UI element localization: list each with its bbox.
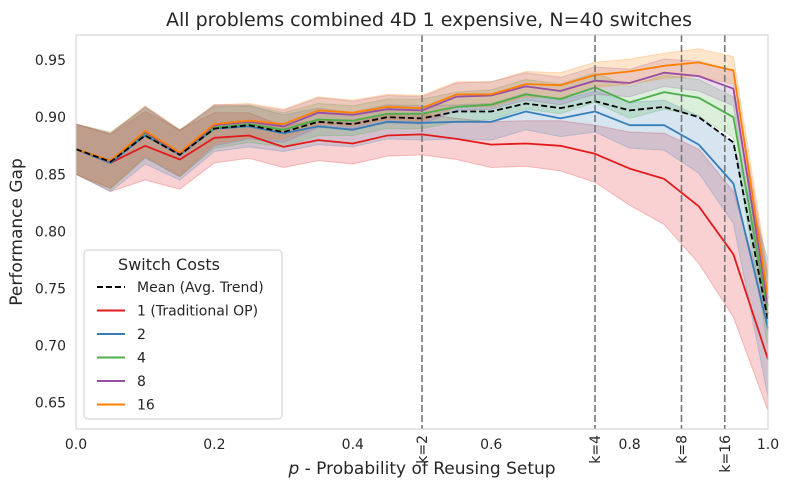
- x-tick-label-5: 1.0: [757, 437, 779, 453]
- vline-label-0: k=2: [415, 435, 431, 464]
- x-axis-label: p - Probability of Reusing Setup: [287, 459, 555, 479]
- x-tick-label-4: 0.8: [618, 437, 640, 453]
- legend-label-4: 8: [137, 374, 146, 390]
- y-tick-label-5: 0.90: [35, 110, 66, 126]
- vline-label-3: k=16: [718, 435, 734, 473]
- x-axis-label-text: - Probability of Reusing Setup: [299, 459, 555, 479]
- legend-label-1: 1 (Traditional OP): [137, 304, 258, 320]
- y-tick-label-1: 0.70: [35, 339, 66, 355]
- legend-label-5: 16: [137, 398, 155, 414]
- legend-title: Switch Costs: [118, 255, 220, 274]
- y-axis-ticks: 0.65 0.70 0.75 0.80 0.85 0.90 0.95: [35, 53, 66, 412]
- legend-label-3: 4: [137, 351, 146, 367]
- x-axis-label-symbol: p: [287, 459, 299, 479]
- k-marker-lines: k=2 k=4 k=8 k=16: [415, 35, 734, 473]
- y-tick-label-3: 0.80: [35, 224, 66, 240]
- x-axis-ticks: 0.0 0.2 0.4 0.6 0.8 1.0: [65, 437, 779, 453]
- vline-label-2: k=8: [675, 435, 691, 464]
- plot-frame: [75, 34, 769, 430]
- y-tick-label-4: 0.85: [35, 167, 66, 183]
- x-tick-label-2: 0.4: [342, 437, 364, 453]
- x-tick-label-0: 0.0: [65, 437, 87, 453]
- x-tick-label-1: 0.2: [203, 437, 225, 453]
- legend-label-2: 2: [137, 327, 146, 343]
- y-tick-label-2: 0.75: [35, 282, 66, 298]
- line-series-0: [75, 133, 769, 360]
- x-tick-label-3: 0.6: [480, 437, 502, 453]
- y-tick-label-0: 0.65: [35, 396, 66, 412]
- chart-title: All problems combined 4D 1 expensive, N=…: [166, 9, 692, 31]
- vline-label-1: k=4: [588, 435, 604, 464]
- legend: Switch Costs Mean (Avg. Trend) 1 (Traditio…: [83, 249, 283, 420]
- legend-box: [83, 249, 283, 420]
- y-axis-label: Performance Gap: [7, 158, 27, 306]
- y-tick-label-6: 0.95: [35, 53, 66, 69]
- legend-label-0: Mean (Avg. Trend): [137, 280, 264, 296]
